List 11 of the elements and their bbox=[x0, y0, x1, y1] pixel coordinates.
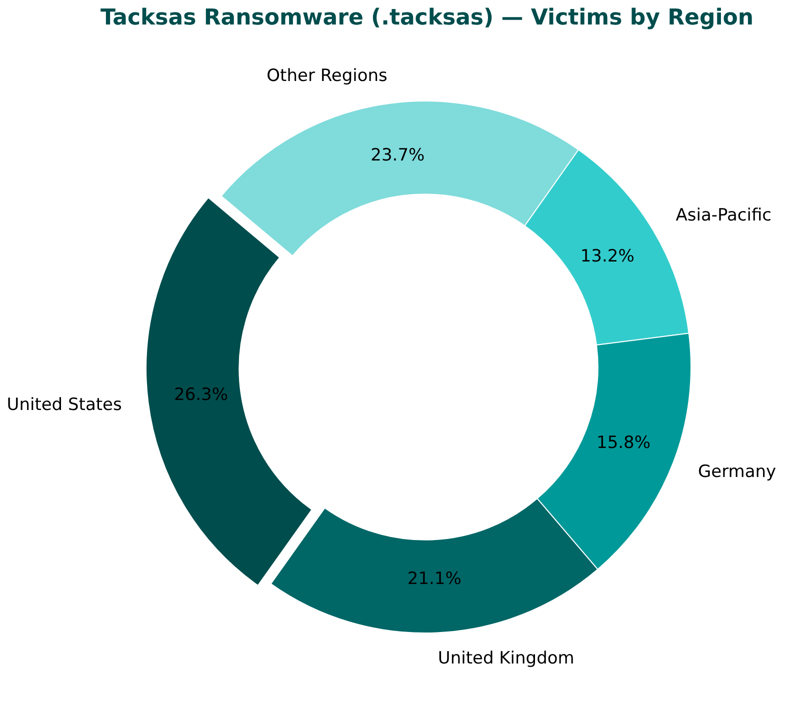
data-label: 15.8% bbox=[596, 433, 651, 454]
slice-label: United States bbox=[6, 395, 122, 416]
data-label: 13.2% bbox=[580, 246, 634, 267]
data-label: 26.3% bbox=[174, 385, 228, 406]
data-label: 23.7% bbox=[370, 145, 425, 166]
slice-label: United Kingdom bbox=[438, 648, 574, 669]
slice-label: Asia-Pacific bbox=[676, 206, 772, 226]
chart-title: Tacksas Ransomware (.tacksas) — Victims by Region bbox=[100, 6, 754, 31]
slice-label: Germany bbox=[698, 462, 776, 482]
data-label: 21.1% bbox=[407, 569, 462, 590]
slice-label: Other Regions bbox=[266, 66, 388, 86]
